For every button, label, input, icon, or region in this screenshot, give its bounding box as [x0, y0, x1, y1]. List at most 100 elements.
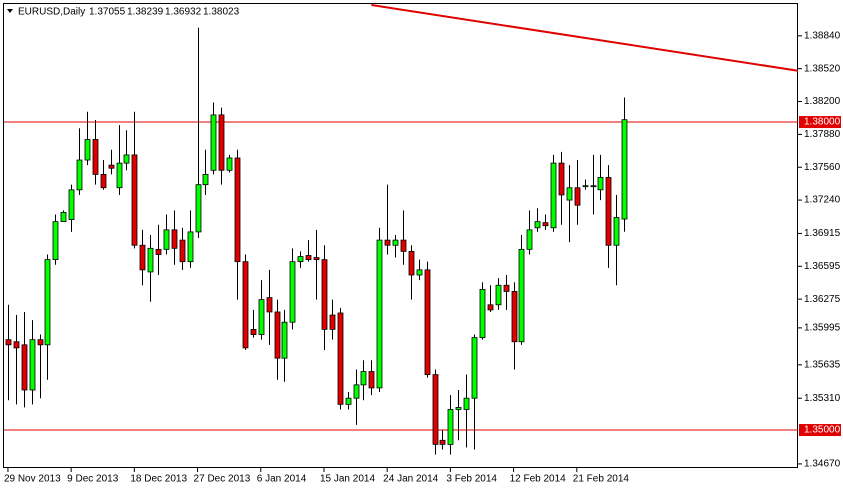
candle-body: [471, 337, 478, 399]
candle-body: [392, 239, 399, 246]
x-tick-label: 24 Jan 2014: [383, 474, 438, 485]
candle-body: [289, 261, 296, 323]
candle-body: [590, 185, 597, 188]
y-tick-label: 1.36275: [804, 294, 841, 305]
candle-body: [210, 114, 217, 171]
candle-body: [139, 244, 146, 271]
x-tick-label: 15 Jan 2014: [320, 474, 375, 485]
y-tick-label: 1.36595: [804, 261, 841, 272]
candle-body: [313, 257, 320, 261]
x-tick-label: 12 Feb 2014: [510, 474, 567, 485]
candle-body: [5, 339, 12, 346]
candle-body: [187, 231, 194, 263]
candle-body: [195, 184, 202, 233]
x-tick-label: 27 Dec 2013: [194, 474, 251, 485]
candle-body: [44, 259, 51, 346]
candle-body: [424, 269, 431, 375]
y-tick-label: 1.38200: [804, 96, 841, 107]
candle-body: [479, 288, 486, 339]
candle-body: [37, 339, 44, 346]
header-open: 1.37055: [89, 7, 126, 18]
candle-body: [439, 439, 446, 445]
candle-body: [447, 409, 454, 445]
candle-body: [518, 248, 525, 343]
header-close: 1.38023: [203, 7, 240, 18]
candle-body: [345, 397, 352, 405]
x-tick-label: 3 Feb 2014: [446, 474, 497, 485]
x-tick-label: 29 Nov 2013: [4, 474, 61, 485]
candle-body: [131, 154, 138, 246]
candle-body: [202, 174, 209, 186]
candle-body: [329, 314, 336, 330]
price-label-box: [799, 116, 841, 129]
candle-body: [266, 297, 273, 313]
candle-body: [234, 157, 241, 263]
candle-body: [321, 259, 328, 330]
candle-body: [487, 304, 494, 311]
candle-body: [52, 221, 59, 261]
y-tick-label: 1.38840: [804, 30, 841, 41]
candle-body: [29, 339, 36, 391]
candle-body: [123, 154, 130, 164]
y-tick-label: 1.35635: [804, 359, 841, 370]
candle-body: [108, 164, 115, 169]
chart-title: EURUSD,Daily: [18, 7, 85, 18]
candle-body: [526, 229, 533, 250]
candle-body: [613, 217, 620, 246]
x-tick-label: 6 Jan 2014: [257, 474, 307, 485]
candle-body: [155, 248, 162, 255]
candle-body: [495, 284, 502, 306]
candle-body: [566, 187, 573, 201]
candle-body: [400, 239, 407, 252]
candle-body: [463, 397, 470, 410]
price-label: 1.38000: [804, 117, 841, 128]
candle-body: [171, 229, 178, 249]
candle-body: [621, 119, 628, 220]
candle-body: [13, 341, 20, 349]
candle-body: [218, 114, 225, 171]
candle-body: [408, 250, 415, 276]
candle-body: [368, 371, 375, 389]
candle-body: [116, 162, 123, 189]
y-tick-label: 1.35995: [804, 323, 841, 334]
candle-body: [574, 187, 581, 206]
candle-body: [605, 177, 612, 246]
candle-body: [503, 284, 510, 292]
x-tick-label: 21 Feb 2014: [573, 474, 630, 485]
header-high: 1.38239: [127, 7, 164, 18]
candle-body: [534, 221, 541, 229]
candle-body: [250, 329, 257, 335]
y-tick-label: 1.38520: [804, 63, 841, 74]
candle-body: [84, 139, 91, 161]
candle-body: [582, 185, 589, 188]
candle-body: [274, 311, 281, 359]
candle-body: [337, 312, 344, 405]
y-tick-label: 1.36915: [804, 228, 841, 239]
candle-body: [258, 299, 265, 335]
candle-body: [281, 321, 288, 359]
y-tick-label: 1.37880: [804, 129, 841, 140]
candle-body: [305, 255, 312, 261]
candle-body: [432, 374, 439, 445]
y-tick-label: 1.34670: [804, 459, 841, 470]
candle-body: [511, 291, 518, 343]
y-tick-label: 1.37560: [804, 162, 841, 173]
candle-body: [360, 371, 367, 386]
trend-line: [371, 4, 799, 72]
menu-arrow[interactable]: [7, 9, 13, 13]
x-tick-label: 18 Dec 2013: [130, 474, 187, 485]
candle-body: [353, 384, 360, 399]
x-tick-label: 9 Dec 2013: [67, 474, 119, 485]
candle-body: [455, 407, 462, 410]
candle-body: [21, 344, 28, 391]
candle-body: [147, 247, 154, 273]
candle-body: [60, 211, 67, 223]
candle-body: [384, 239, 391, 246]
candle-body: [76, 159, 83, 191]
candle-body: [92, 139, 99, 175]
candle-body: [179, 239, 186, 263]
candle-body: [226, 157, 233, 171]
candle-body: [558, 162, 565, 196]
candle-body: [416, 269, 423, 276]
